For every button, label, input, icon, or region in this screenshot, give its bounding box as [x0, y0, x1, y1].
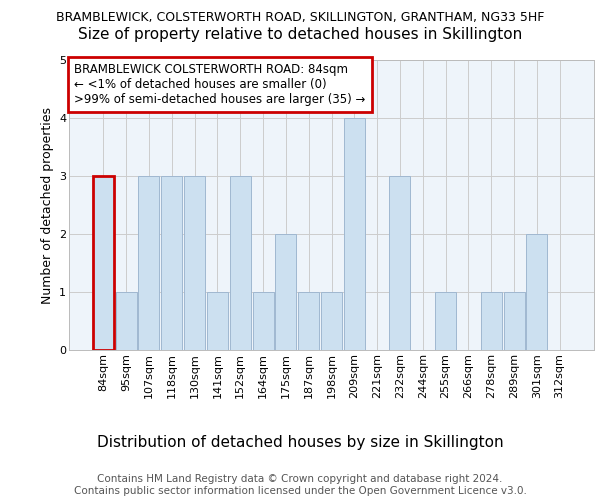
- Text: BRAMBLEWICK, COLSTERWORTH ROAD, SKILLINGTON, GRANTHAM, NG33 5HF: BRAMBLEWICK, COLSTERWORTH ROAD, SKILLING…: [56, 11, 544, 24]
- Bar: [116, 292, 137, 350]
- Bar: [389, 176, 410, 350]
- Bar: [526, 234, 547, 350]
- Bar: [161, 176, 182, 350]
- Bar: [481, 292, 502, 350]
- Text: Contains HM Land Registry data © Crown copyright and database right 2024.
Contai: Contains HM Land Registry data © Crown c…: [74, 474, 526, 496]
- Bar: [230, 176, 251, 350]
- Bar: [253, 292, 274, 350]
- Bar: [207, 292, 228, 350]
- Bar: [139, 176, 160, 350]
- Bar: [503, 292, 524, 350]
- Bar: [275, 234, 296, 350]
- Text: Size of property relative to detached houses in Skillington: Size of property relative to detached ho…: [78, 28, 522, 42]
- Bar: [344, 118, 365, 350]
- Bar: [184, 176, 205, 350]
- Y-axis label: Number of detached properties: Number of detached properties: [41, 106, 53, 304]
- Bar: [93, 176, 114, 350]
- Text: BRAMBLEWICK COLSTERWORTH ROAD: 84sqm
← <1% of detached houses are smaller (0)
>9: BRAMBLEWICK COLSTERWORTH ROAD: 84sqm ← <…: [74, 63, 365, 106]
- Bar: [321, 292, 342, 350]
- Bar: [435, 292, 456, 350]
- Text: Distribution of detached houses by size in Skillington: Distribution of detached houses by size …: [97, 435, 503, 450]
- Bar: [298, 292, 319, 350]
